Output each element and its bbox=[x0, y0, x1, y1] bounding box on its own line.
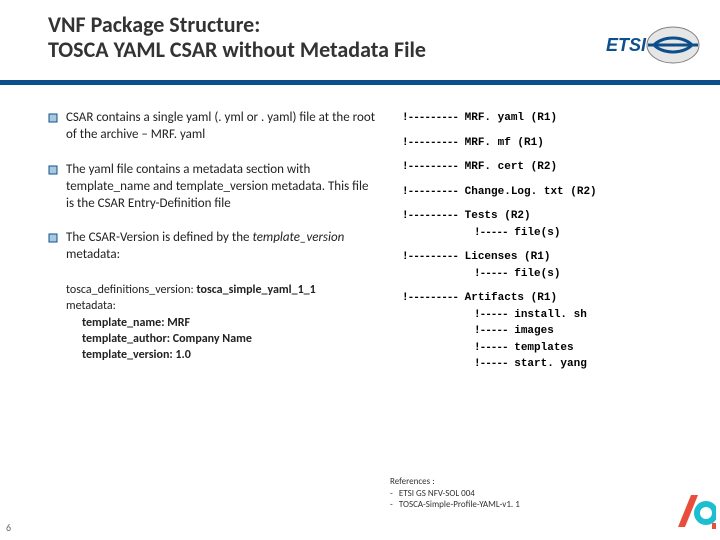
yaml-snippet: tosca_definitions_version: tosca_simple_… bbox=[66, 282, 378, 363]
bullet-2: The yaml file contains a metadata sectio… bbox=[66, 162, 378, 213]
bullet-icon bbox=[48, 112, 58, 144]
title-line-1: VNF Package Structure: bbox=[48, 11, 260, 38]
bullet-3: The CSAR-Version is defined by the templ… bbox=[66, 230, 378, 264]
title-rule bbox=[0, 80, 720, 84]
title-line-2: TOSCA YAML CSAR without Metadata File bbox=[48, 36, 426, 63]
tree-item: !--------- Change.Log. txt (R2) bbox=[402, 184, 682, 201]
slide-title: VNF Package Structure: TOSCA YAML CSAR w… bbox=[48, 12, 508, 63]
tree-child: !----- images bbox=[474, 323, 682, 340]
left-column: CSAR contains a single yaml (. yml or . … bbox=[48, 110, 378, 381]
references: References : - ETSI GS NFV-SOL 004 - TOS… bbox=[390, 476, 520, 511]
bullet-icon bbox=[48, 232, 58, 264]
tree-item: !--------- Licenses (R1)!----- file(s) bbox=[402, 249, 682, 282]
tree-item: !--------- MRF. cert (R2) bbox=[402, 159, 682, 176]
page-number: 6 bbox=[6, 521, 11, 534]
tree-item: !--------- Tests (R2)!----- file(s) bbox=[402, 208, 682, 241]
file-tree: !--------- MRF. yaml (R1) !--------- MRF.… bbox=[402, 110, 682, 381]
bullet-icon bbox=[48, 164, 58, 213]
tree-child: !----- install. sh bbox=[474, 307, 682, 324]
a-logo-icon bbox=[676, 491, 716, 536]
tree-item: !--------- MRF. yaml (R1) bbox=[402, 110, 682, 127]
tree-item: !--------- Artifacts (R1)!----- install.… bbox=[402, 290, 682, 373]
tree-child: !----- file(s) bbox=[474, 266, 682, 283]
ref-2: - TOSCA-Simple-Profile-YAML-v1. 1 bbox=[390, 499, 520, 511]
svg-text:ETSI: ETSI bbox=[606, 35, 647, 55]
tree-child: !----- start. yang bbox=[474, 356, 682, 373]
ref-1: - ETSI GS NFV-SOL 004 bbox=[390, 488, 520, 500]
tree-child: !----- file(s) bbox=[474, 225, 682, 242]
tree-child: !----- templates bbox=[474, 340, 682, 357]
tree-item: !--------- MRF. mf (R1) bbox=[402, 135, 682, 152]
etsi-logo: ETSI bbox=[604, 24, 700, 71]
bullet-1: CSAR contains a single yaml (. yml or . … bbox=[66, 110, 378, 144]
